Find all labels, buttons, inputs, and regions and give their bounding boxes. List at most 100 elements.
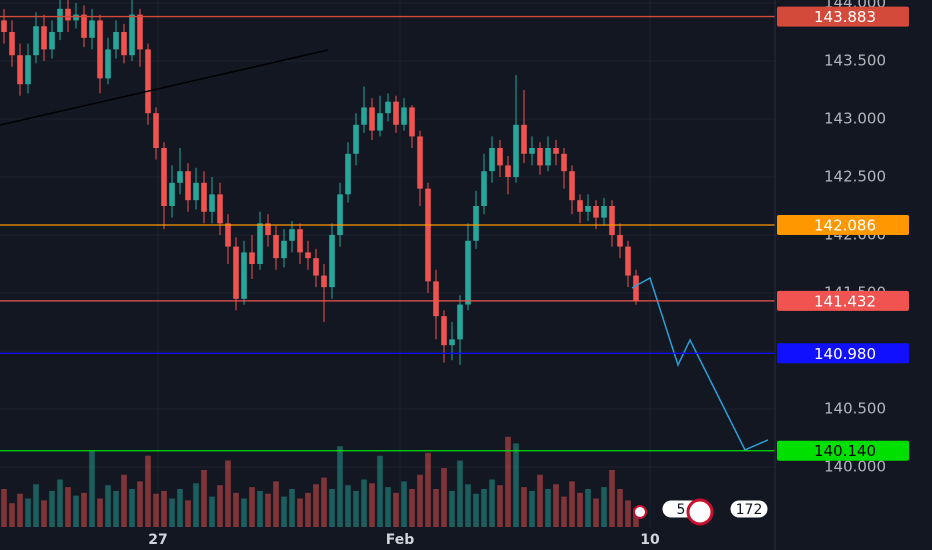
volume-bar: [257, 490, 263, 527]
volume-bar: [593, 498, 599, 527]
volume-bar: [265, 493, 271, 527]
badge-label: 172: [736, 502, 763, 518]
candle-body: [633, 275, 639, 302]
y-tick-label: 143.000: [824, 110, 886, 128]
level-label: 142.086: [814, 217, 876, 235]
candle-body: [321, 275, 327, 288]
volume-bar: [97, 498, 103, 527]
volume-bar: [177, 489, 183, 527]
y-tick-label: 143.500: [824, 52, 886, 70]
candle-body: [57, 8, 63, 33]
volume-bar: [561, 496, 567, 527]
volume-bar: [113, 490, 119, 527]
y-tick-label: 142.500: [824, 167, 886, 185]
volume-bar: [81, 492, 87, 527]
candle-body: [433, 281, 439, 317]
candle-body: [241, 252, 247, 299]
volume-bar: [353, 490, 359, 527]
volume-bar: [161, 490, 167, 527]
volume-bar: [449, 490, 455, 527]
candle-body: [25, 55, 31, 85]
volume-bar: [273, 481, 279, 527]
candle-body: [129, 14, 135, 56]
candle-body: [625, 246, 631, 276]
candle-body: [529, 147, 535, 154]
volume-bar: [465, 484, 471, 527]
level-label-box: [777, 440, 909, 461]
volume-bar: [145, 455, 151, 527]
level-label-box: [777, 215, 909, 236]
volume-bar: [409, 489, 415, 527]
volume-bar: [41, 500, 47, 527]
volume-bar: [553, 484, 559, 527]
candle-body: [465, 240, 471, 305]
volume-bar: [625, 500, 631, 527]
candle-body: [497, 147, 503, 166]
level-label: 141.432: [814, 292, 876, 310]
volume-bar: [337, 446, 343, 527]
candle-body: [73, 14, 79, 21]
volume-bar: [497, 485, 503, 527]
trend-line: [0, 49, 329, 126]
volume-bar: [313, 484, 319, 527]
volume-bar: [433, 489, 439, 527]
candle-body: [361, 107, 367, 125]
level-label: 140.980: [814, 345, 876, 363]
volume-bar: [209, 496, 215, 527]
candle-body: [593, 205, 599, 218]
volume-bar: [601, 487, 607, 527]
candle-body: [457, 304, 463, 340]
volume-bar: [241, 498, 247, 527]
candle-body: [225, 223, 231, 247]
volume-bar: [129, 489, 135, 527]
candle-body: [345, 153, 351, 195]
volume-bar: [441, 468, 447, 527]
candle-body: [617, 234, 623, 247]
candle-body: [265, 223, 271, 235]
candle-body: [49, 32, 55, 50]
volume-bar: [297, 498, 303, 527]
candle-body: [577, 200, 583, 212]
volume-bar: [89, 451, 95, 527]
candle-body: [153, 113, 159, 148]
candle-body: [425, 188, 431, 282]
candle-body: [297, 229, 303, 253]
candle-body: [553, 147, 559, 154]
volume-bar: [193, 483, 199, 527]
volume-bar: [489, 479, 495, 527]
candle-body: [89, 20, 95, 38]
volume-bar: [281, 496, 287, 527]
volume-bar: [385, 487, 391, 527]
candle-body: [97, 20, 103, 79]
candle-body: [281, 240, 287, 259]
candle-body: [369, 107, 375, 131]
volume-bar: [401, 481, 407, 527]
candle-body: [233, 246, 239, 299]
candle-body: [113, 32, 119, 50]
candle-body: [313, 258, 319, 276]
volume-bar: [153, 493, 159, 527]
volume-bar: [105, 485, 111, 527]
candle-body: [257, 223, 263, 264]
volume-bar: [585, 489, 591, 527]
volume-bar: [17, 493, 23, 527]
candle-body: [385, 101, 391, 114]
volume-bar: [9, 503, 15, 527]
volume-bar: [225, 460, 231, 527]
volume-bar: [425, 452, 431, 527]
level-label-box: [777, 6, 909, 27]
volume-bar: [169, 498, 175, 527]
candle-body: [353, 124, 359, 154]
candle-body: [337, 194, 343, 235]
candle-body: [329, 234, 335, 288]
candle-body: [193, 182, 199, 201]
candle-body: [9, 32, 15, 56]
candle-body: [377, 113, 383, 131]
candle-body: [65, 8, 71, 21]
x-tick-label: 10: [640, 532, 660, 548]
volume-bar: [201, 470, 207, 527]
volume-bar: [569, 481, 575, 527]
volume-bar: [33, 484, 39, 527]
candle-body: [305, 252, 311, 259]
